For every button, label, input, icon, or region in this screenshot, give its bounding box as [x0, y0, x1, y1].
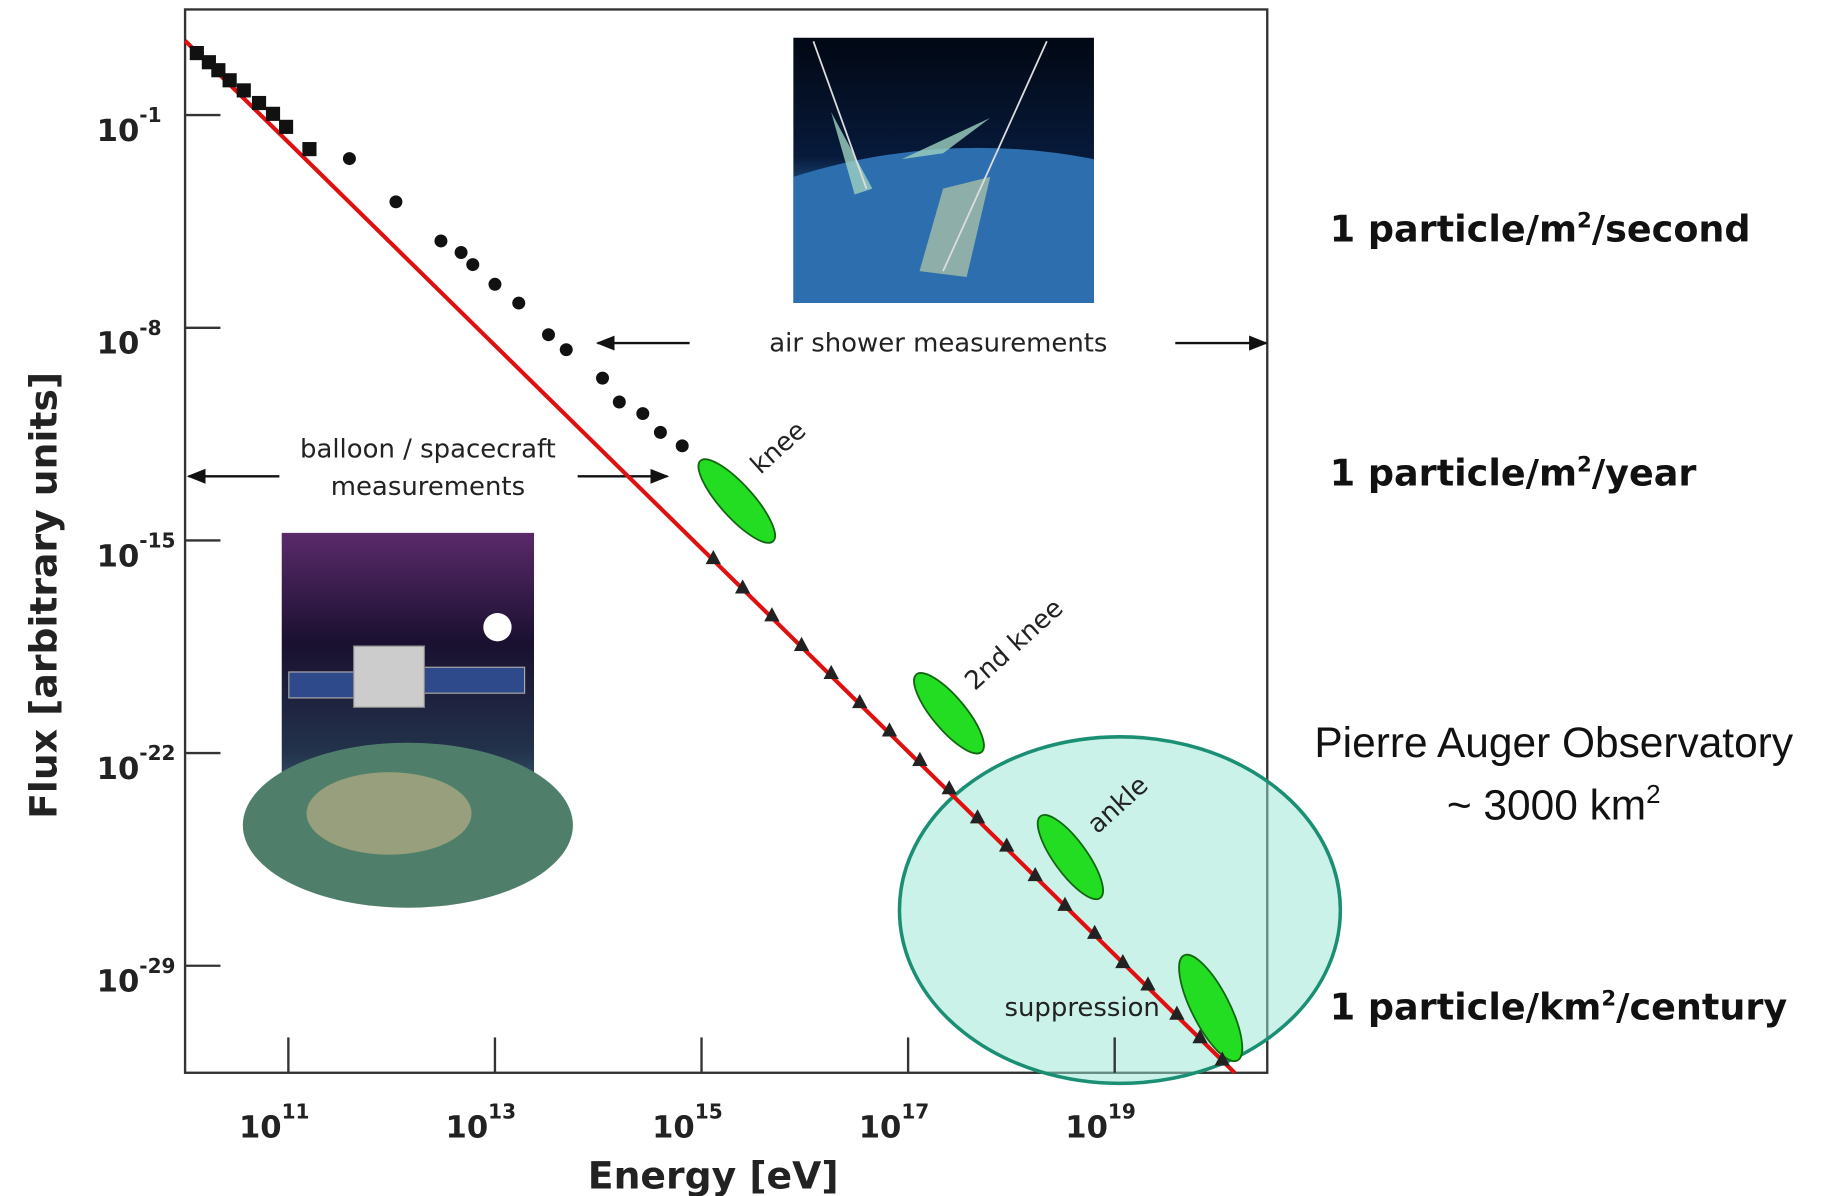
x-tick-label: 1019: [1065, 1100, 1136, 1146]
rate-text: 1 particle/m: [1330, 452, 1577, 495]
tick-base: 10: [97, 539, 140, 574]
tick-base: 10: [97, 327, 140, 362]
tick-exp: 13: [488, 1100, 516, 1124]
y-axis-label: Flux [arbitrary units]: [22, 372, 66, 819]
second-knee-label: 2nd knee: [959, 593, 1069, 696]
rate-label: 1 particle/m2/year: [1330, 452, 1697, 495]
data-circle: [596, 372, 609, 385]
balloon-label: balloon / spacecraft: [300, 434, 556, 464]
air-shower-image: [793, 38, 1094, 303]
satellite-image: [243, 533, 573, 908]
x-tick-label: 1011: [239, 1100, 310, 1146]
data-circle: [613, 396, 626, 409]
data-square: [237, 83, 251, 97]
tick-base: 10: [446, 1111, 489, 1146]
tick-exp: 11: [282, 1100, 310, 1124]
data-circle: [488, 278, 501, 291]
y-tick-label: 10-8: [97, 316, 162, 362]
tick-exp: -8: [139, 316, 161, 340]
area-text: ~ 3000 km: [1447, 781, 1646, 828]
tick-exp: 15: [695, 1100, 723, 1124]
rate-label: 1 particle/km2/century: [1330, 986, 1788, 1029]
data-square: [302, 142, 316, 156]
rate-text: /year: [1592, 452, 1697, 495]
air-shower-label: air shower measurements: [769, 328, 1107, 358]
rate-sup: 2: [1577, 209, 1592, 234]
y-tick-label: 10-22: [97, 741, 176, 787]
tick-base: 10: [859, 1111, 902, 1146]
data-circle: [466, 258, 479, 271]
tick-base: 10: [652, 1111, 695, 1146]
tick-exp: 17: [901, 1100, 929, 1124]
data-circle: [512, 297, 525, 310]
data-circle: [343, 152, 356, 165]
balloon-label: measurements: [331, 472, 525, 502]
data-square: [223, 73, 237, 87]
tick-exp: -15: [139, 528, 175, 552]
data-circle: [560, 343, 573, 356]
knee-label: knee: [745, 416, 812, 481]
tick-exp: -22: [139, 741, 175, 765]
area-sup: 2: [1646, 781, 1660, 809]
tick-exp: 19: [1108, 1100, 1136, 1124]
tick-base: 10: [97, 965, 140, 1000]
data-circle: [676, 439, 689, 452]
data-circle: [636, 407, 649, 420]
data-circle: [455, 246, 468, 259]
y-tick-label: 10-1: [97, 103, 162, 149]
area-label: ~ 3000 km2: [1447, 781, 1661, 829]
x-tick-label: 1015: [652, 1100, 723, 1146]
x-axis-label: Energy [eV]: [588, 1153, 839, 1196]
rate-text: 1 particle/m: [1330, 208, 1577, 251]
rate-sup: 2: [1577, 453, 1592, 478]
tick-base: 10: [239, 1111, 282, 1146]
x-tick-label: 1017: [859, 1100, 930, 1146]
data-square: [279, 120, 293, 134]
tick-exp: -1: [139, 103, 161, 127]
x-tick-label: 1013: [446, 1100, 517, 1146]
rate-text: /century: [1616, 986, 1787, 1029]
rate-label: 1 particle/m2/second: [1330, 208, 1751, 251]
rate-text: 1 particle/km: [1330, 986, 1602, 1029]
y-tick-label: 10-29: [97, 954, 176, 1000]
data-circle: [389, 195, 402, 208]
tick-base: 10: [97, 752, 140, 787]
data-circle: [434, 234, 447, 247]
data-square: [266, 107, 280, 121]
observatory-label: Pierre Auger Observatory: [1314, 719, 1793, 766]
chart: knee 2nd knee ankle suppression air show…: [0, 0, 1839, 1196]
y-tick-label: 10-15: [97, 528, 176, 574]
tick-base: 10: [97, 114, 140, 149]
tick-base: 10: [1065, 1111, 1108, 1146]
rate-text: /second: [1592, 208, 1751, 251]
suppression-label: suppression: [1004, 993, 1159, 1023]
data-circle: [654, 426, 667, 439]
rate-sup: 2: [1601, 987, 1616, 1012]
data-circle: [542, 328, 555, 341]
tick-exp: -29: [139, 954, 175, 978]
data-square: [190, 46, 204, 60]
data-square: [252, 96, 266, 110]
